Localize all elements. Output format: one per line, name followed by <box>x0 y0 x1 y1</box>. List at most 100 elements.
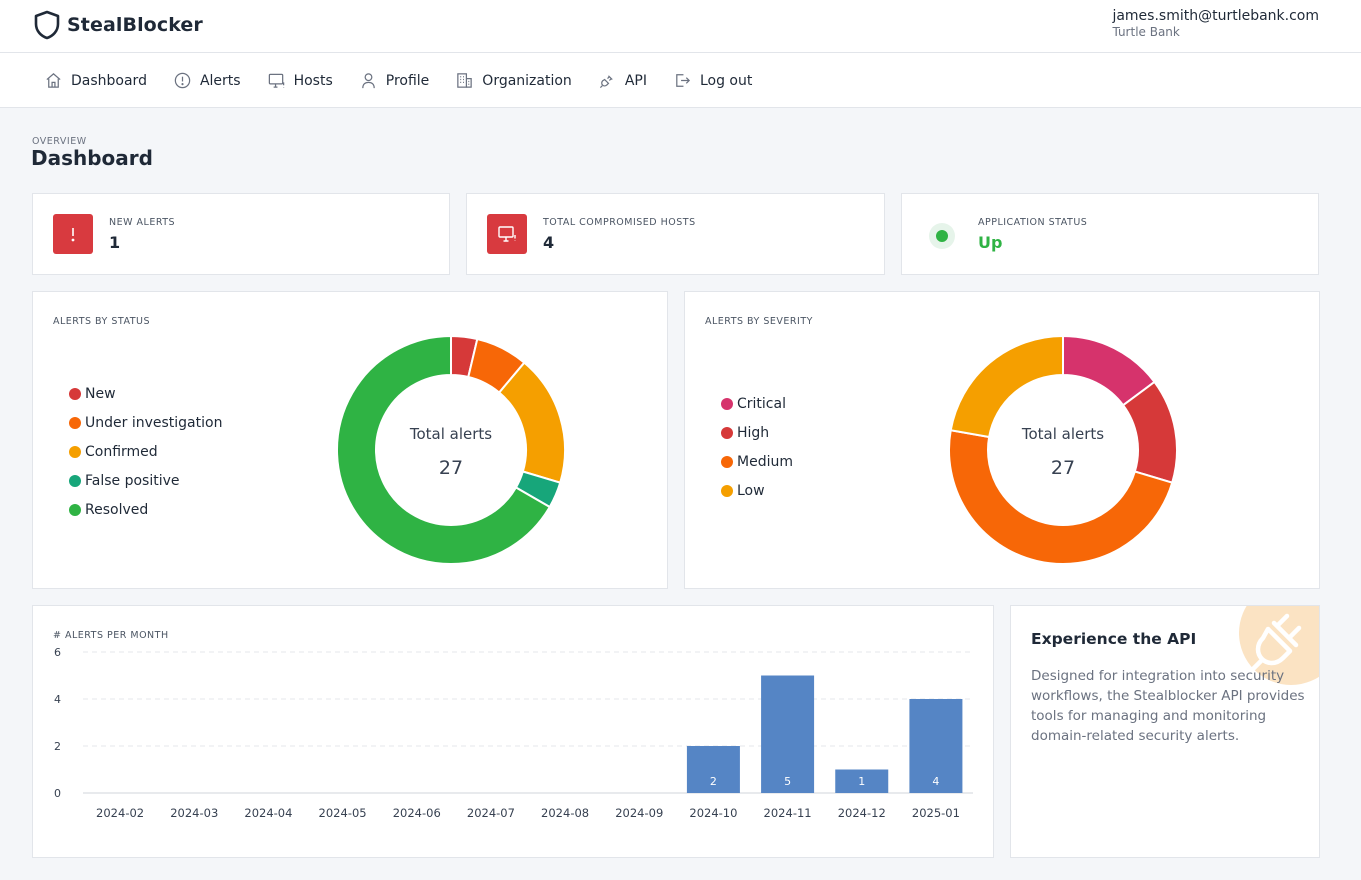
donut-slice-medium[interactable] <box>948 429 1174 565</box>
status-indicator <box>929 223 955 249</box>
legend-swatch <box>721 455 733 468</box>
severity-legend: Critical High Medium Low <box>721 389 793 505</box>
nav-item-api[interactable]: API <box>598 71 647 90</box>
stat-label: TOTAL COMPROMISED HOSTS <box>543 217 696 228</box>
shield-icon <box>34 10 60 40</box>
user-info: james.smith@turtlebank.com Turtle Bank <box>1112 8 1319 39</box>
stat-value: Up <box>978 233 1003 252</box>
y-tick-label: 6 <box>54 646 61 659</box>
main-nav: Dashboard Alerts Hosts Profile Organizat… <box>0 53 1361 108</box>
app-name: StealBlocker <box>67 14 203 36</box>
nav-label: Profile <box>385 72 430 89</box>
legend-swatch <box>69 503 81 516</box>
card-title: # ALERTS PER MONTH <box>53 630 169 641</box>
bar-2024-10[interactable] <box>686 746 740 793</box>
user-organization: Turtle Bank <box>1112 25 1180 39</box>
donut-total: 27 <box>439 457 463 479</box>
bar-2025-01[interactable] <box>909 699 963 793</box>
donut-center-label: Total alerts <box>1021 425 1104 443</box>
x-tick-label: 2024-06 <box>393 806 441 820</box>
legend-item[interactable]: Under investigation <box>69 408 222 437</box>
x-tick-label: 2025-01 <box>912 806 960 820</box>
alerts-per-month-card: # ALERTS PER MONTH 0 2 4 6 2024-02 2024-03 202… <box>32 605 994 858</box>
severity-donut-chart: Total alerts 27 <box>948 334 1178 565</box>
x-tick-label: 2024-02 <box>96 806 144 820</box>
bar-value-label: 2 <box>710 775 717 788</box>
brand[interactable]: StealBlocker <box>33 10 203 40</box>
nav-item-organization[interactable]: Organization <box>455 71 572 90</box>
legend-item[interactable]: Confirmed <box>69 437 222 466</box>
legend-item[interactable]: Critical <box>721 389 793 418</box>
legend-swatch <box>721 426 733 439</box>
y-tick-label: 0 <box>54 787 61 800</box>
legend-item[interactable]: False positive <box>69 466 222 495</box>
nav-label: Organization <box>482 72 572 89</box>
nav-label: Log out <box>699 72 753 89</box>
stat-label: NEW ALERTS <box>109 217 176 228</box>
monitor-icon <box>268 73 284 88</box>
card-title: ALERTS BY SEVERITY <box>705 316 813 327</box>
donut-total: 27 <box>1051 457 1075 479</box>
y-tick-label: 2 <box>54 740 61 753</box>
monitor-alert-icon <box>487 214 527 254</box>
nav-label: API <box>624 72 647 89</box>
alerts-by-status-card: ALERTS BY STATUS New Under investigation… <box>32 291 668 589</box>
nav-item-alerts[interactable]: Alerts <box>173 71 241 90</box>
api-card-description: Designed for integration into security w… <box>1031 668 1305 744</box>
x-tick-label: 2024-09 <box>615 806 663 820</box>
home-icon <box>46 73 61 88</box>
plug-icon <box>1234 606 1319 689</box>
alerts-by-severity-card: ALERTS BY SEVERITY Critical High Medium … <box>684 291 1320 589</box>
nav-label: Dashboard <box>71 72 147 89</box>
x-tick-label: 2024-11 <box>764 806 812 820</box>
legend-item[interactable]: Low <box>721 476 793 505</box>
bar-value-label: 5 <box>784 775 791 788</box>
x-tick-label: 2024-07 <box>467 806 515 820</box>
legend-swatch <box>69 445 81 458</box>
exclamation-icon <box>53 214 93 254</box>
status-donut-chart: Total alerts 27 <box>336 334 566 565</box>
alert-circle-icon <box>174 72 191 89</box>
user-icon <box>361 73 375 89</box>
page-title: Dashboard <box>31 146 153 170</box>
building-icon <box>457 73 473 88</box>
legend-item[interactable]: High <box>721 418 793 447</box>
stat-value: 1 <box>109 233 121 252</box>
user-email: james.smith@turtlebank.com <box>1112 8 1319 24</box>
donut-center-label: Total alerts <box>409 425 492 443</box>
new-alerts-card[interactable]: NEW ALERTS 1 <box>32 193 450 275</box>
legend-swatch <box>721 397 733 410</box>
bar-value-label: 4 <box>932 775 939 788</box>
plug-icon <box>599 75 613 89</box>
legend-item[interactable]: Resolved <box>69 495 222 524</box>
compromised-hosts-card[interactable]: TOTAL COMPROMISED HOSTS 4 <box>466 193 885 275</box>
stat-value: 4 <box>543 233 555 252</box>
nav-item-logout[interactable]: Log out <box>673 71 752 90</box>
donut-slice-confirmed[interactable] <box>497 361 566 484</box>
legend-item[interactable]: Medium <box>721 447 793 476</box>
y-tick-label: 4 <box>54 693 61 706</box>
legend-swatch <box>69 387 81 400</box>
x-tick-label: 2024-08 <box>541 806 589 820</box>
nav-item-profile[interactable]: Profile <box>359 71 430 90</box>
legend-swatch <box>69 474 81 487</box>
nav-item-dashboard[interactable]: Dashboard <box>44 71 147 90</box>
donut-slice-low[interactable] <box>949 334 1064 439</box>
x-tick-label: 2024-04 <box>244 806 292 820</box>
page-overline: OVERVIEW <box>32 136 87 147</box>
x-tick-label: 2024-03 <box>170 806 218 820</box>
bar-2024-11[interactable] <box>761 675 815 794</box>
top-bar: StealBlocker james.smith@turtlebank.com … <box>0 0 1361 53</box>
api-card-title: Experience the API <box>1031 630 1197 648</box>
donut-slice-resolved[interactable] <box>336 334 552 565</box>
nav-label: Alerts <box>199 72 241 89</box>
x-tick-label: 2024-10 <box>689 806 737 820</box>
legend-swatch <box>721 484 733 497</box>
api-promo-card[interactable]: Experience the API Designed for integrat… <box>1010 605 1320 858</box>
stat-label: APPLICATION STATUS <box>978 217 1088 228</box>
bar-value-label: 1 <box>858 775 865 788</box>
bar-2024-12[interactable] <box>835 769 889 794</box>
nav-item-hosts[interactable]: Hosts <box>267 71 333 90</box>
x-tick-label: 2024-12 <box>838 806 886 820</box>
legend-item[interactable]: New <box>69 379 222 408</box>
